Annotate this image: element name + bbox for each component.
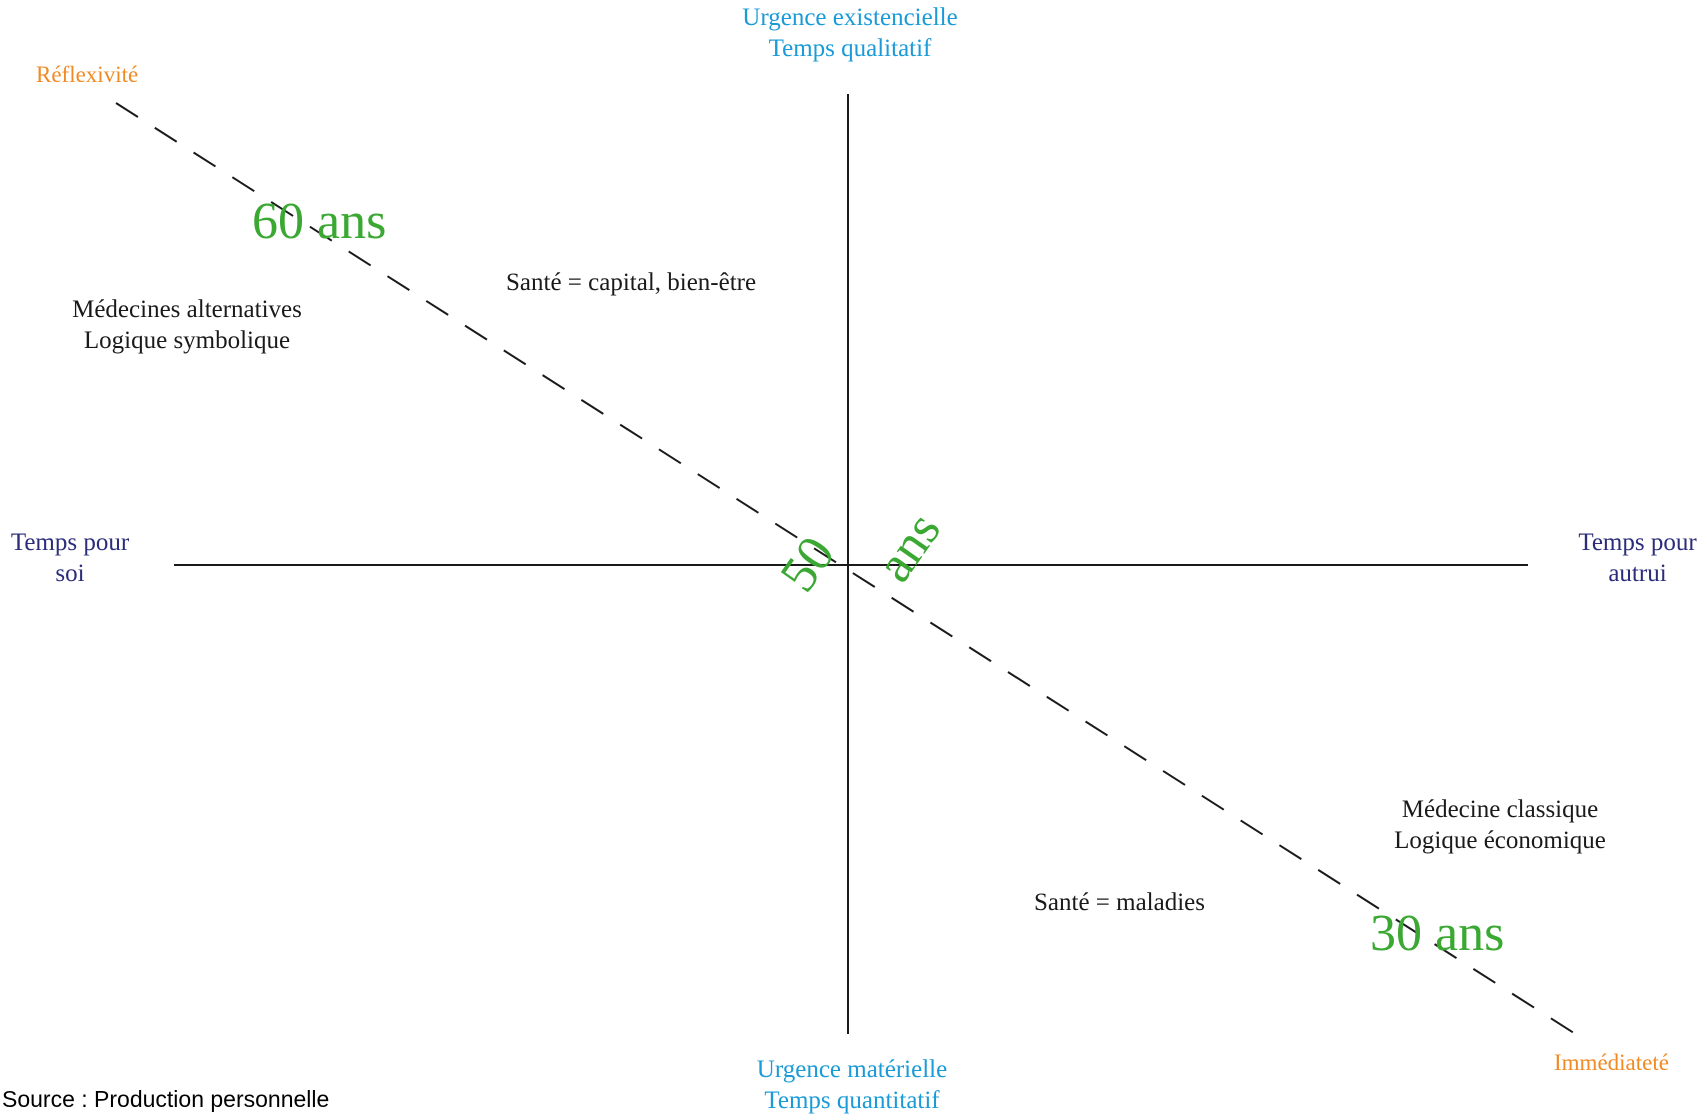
diagonal-start-label: Réflexivité (36, 62, 139, 87)
diagonal-end-label: Immédiateté (1554, 1050, 1669, 1075)
age-60-label: 60 ans (252, 193, 387, 250)
bottom-right-quadrant-text: Médecine classique Logique économique (1394, 796, 1606, 855)
source-note: Source : Production personnelle (2, 1086, 330, 1112)
bottom-axis-label: Urgence matérielle Temps quantitatif (756, 1056, 948, 1115)
top-axis-label: Urgence existencielle Temps qualitatif (742, 4, 958, 63)
bottom-center-quadrant-text: Santé = maladies (1034, 889, 1205, 916)
age-30-label: 30 ans (1370, 905, 1505, 962)
top-left-quadrant-text: Médecines alternatives Logique symboliqu… (72, 296, 302, 355)
diagonal-dashed-line (115, 102, 1589, 1043)
right-axis-label: Temps pour autrui (1578, 529, 1697, 588)
top-center-quadrant-text: Santé = capital, bien-être (506, 269, 757, 296)
left-axis-label: Temps pour soi (10, 529, 130, 588)
